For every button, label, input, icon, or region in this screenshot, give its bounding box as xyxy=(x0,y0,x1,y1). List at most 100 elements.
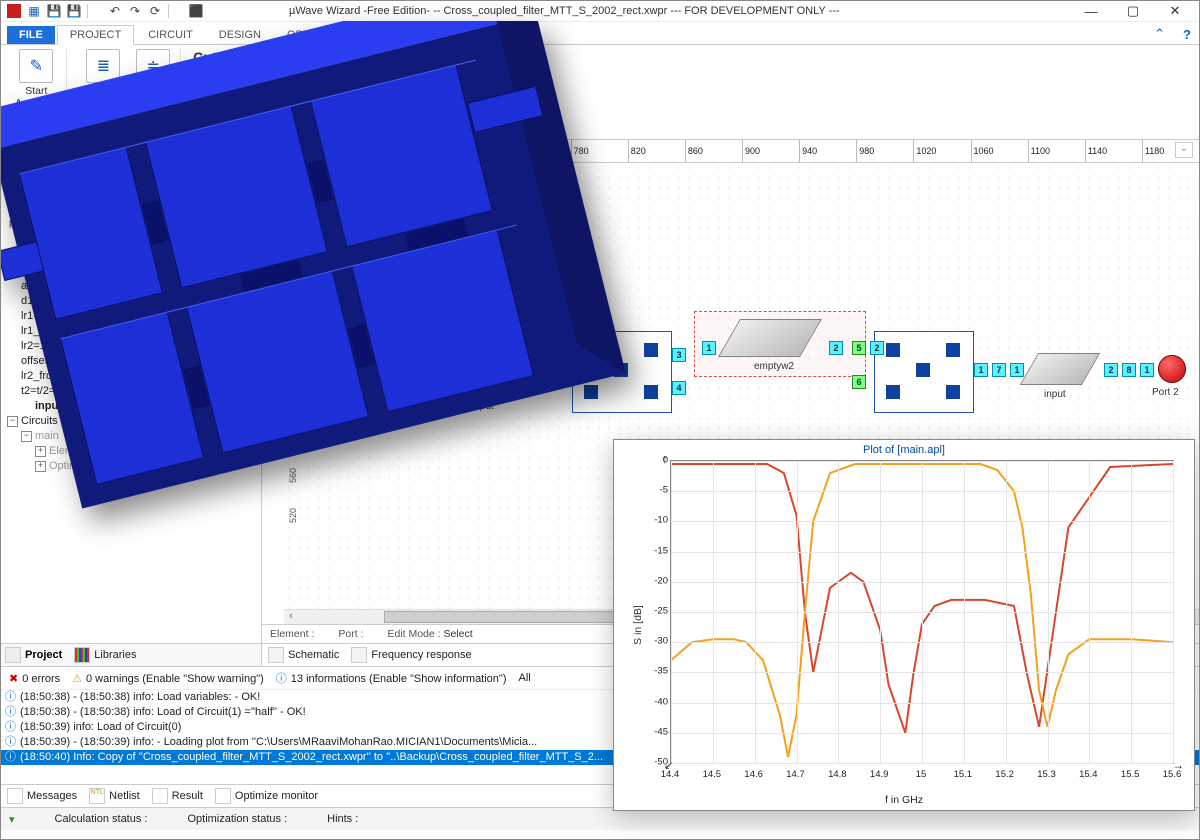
disk-icon xyxy=(304,49,324,69)
portg-5[interactable]: 5 xyxy=(852,341,866,355)
portc-4[interactable]: 4 xyxy=(672,381,686,395)
optimize-monitor-tab[interactable]: Optimize monitor xyxy=(215,788,318,804)
frequency-icon: ≣ xyxy=(86,49,120,83)
libraries-tab[interactable]: Libraries xyxy=(74,647,136,663)
log-warnings[interactable]: 0 warnings (Enable "Show warning") xyxy=(72,672,264,685)
help-icon[interactable]: ? xyxy=(1175,25,1199,44)
portir-2[interactable]: 2 xyxy=(1104,363,1118,377)
window-minimize-button[interactable]: — xyxy=(1073,4,1109,19)
ruler-chevron[interactable]: ⌄ xyxy=(1175,142,1193,158)
mat-button[interactable]: Mat xyxy=(273,49,300,69)
tree-optparam[interactable]: +Optimize parameter xyxy=(35,459,261,474)
frequency-response-tab[interactable]: Frequency response xyxy=(351,647,471,663)
tree-elements[interactable]: +Elements xyxy=(35,444,261,459)
port-1l[interactable]: 1 xyxy=(436,375,450,389)
tree-variable[interactable]: lr1=11.174 [Real] xyxy=(21,309,261,324)
netlist-tab[interactable]: NTLNetlist xyxy=(89,788,140,804)
tree-root[interactable]: −Items xyxy=(7,144,261,159)
run-button[interactable] xyxy=(9,179,31,201)
result-tab[interactable]: Result xyxy=(152,788,203,804)
frequency-settings-button[interactable]: ≣ Frequency Settings xyxy=(79,49,129,109)
tree-variable[interactable]: d14=4.192 [Rea xyxy=(21,294,261,309)
log-info[interactable]: 13 informations (Enable "Show informatio… xyxy=(276,670,507,686)
portp2-1[interactable]: 1 xyxy=(1140,363,1154,377)
tree-variable[interactable]: ai23=6.781 [Real] xyxy=(21,279,261,294)
tree-variable[interactable]: ai01=7.0 xyxy=(21,219,261,234)
portc-8[interactable]: 8 xyxy=(1122,363,1136,377)
qat-sep xyxy=(87,4,102,18)
port-2l[interactable]: 2 xyxy=(529,363,543,377)
sym-button[interactable]: Sym xyxy=(223,49,253,65)
start-assistant-button[interactable]: ✎ Start Assistant xyxy=(15,49,58,109)
ribbon-minimize-icon[interactable]: ⌃ xyxy=(1146,24,1173,44)
window-close-button[interactable]: ✕ xyxy=(1157,3,1193,19)
label-input-r: input xyxy=(1044,389,1066,400)
label-emptyw2: emptyw2 xyxy=(754,361,794,372)
messages-tab[interactable]: Messages xyxy=(7,788,77,804)
project-tree[interactable]: −Items ● F −Variables a=15b=7.83ai01=7.0… xyxy=(1,140,261,643)
tree-variable[interactable]: ai12=4.192 xyxy=(21,249,261,264)
project-tab-icon xyxy=(5,647,21,663)
comp-input-right[interactable] xyxy=(1020,353,1100,385)
grid2-icon[interactable] xyxy=(297,73,317,93)
tree-variable[interactable]: lr1_half=(lr1-d14)/2= xyxy=(21,324,261,339)
tree-f[interactable]: ● F xyxy=(7,159,261,174)
plot-panel[interactable]: Plot of [main.apl] S in [dB] f in GHz ↑ … xyxy=(613,439,1195,811)
porte-2[interactable]: 2 xyxy=(829,341,843,355)
tree-variable[interactable]: t=1 [Real] xyxy=(21,234,261,249)
comp-input-left[interactable] xyxy=(445,365,525,397)
freq-tab-icon xyxy=(351,647,367,663)
qat-saveall-icon[interactable]: 💾 xyxy=(67,4,81,18)
project-tab[interactable]: Project xyxy=(5,647,62,663)
tree-variable[interactable]: lr2_front=lr2-offset-bi23=6.8 [Equa] xyxy=(21,369,261,384)
qat-undo-icon[interactable]: ↶ xyxy=(108,4,122,18)
tree-variable[interactable]: bi23=3 [Real] xyxy=(21,264,261,279)
portr-2[interactable]: 2 xyxy=(870,341,884,355)
ribbon-tab-project[interactable]: PROJECT xyxy=(57,25,134,45)
porte-1[interactable]: 1 xyxy=(702,341,716,355)
portc-7[interactable]: 7 xyxy=(992,363,1006,377)
tree-variable[interactable]: t2=t/2=0.5 [Equa] xyxy=(21,384,261,399)
grid-icon[interactable] xyxy=(273,73,293,93)
sb-hints: Hints : xyxy=(327,813,358,825)
portr-1[interactable]: 1 xyxy=(974,363,988,377)
netlist-tab-icon: NTL xyxy=(89,788,105,804)
log-errors[interactable]: 0 errors xyxy=(9,672,60,685)
tree-variables[interactable]: −Variables a=15b=7.83ai01=7.0t=1 [Real]a… xyxy=(7,174,261,399)
schematic-tab[interactable]: Schematic xyxy=(268,647,339,663)
variable-settings-button[interactable]: ≑ Variable Settings xyxy=(134,49,172,109)
sb-opt: Optimization status : xyxy=(187,813,287,825)
ribbon-tab-design[interactable]: DESIGN xyxy=(207,26,273,44)
portc-1[interactable]: 1 xyxy=(554,363,568,377)
schematic-tab-icon xyxy=(268,647,284,663)
ribbon-tab-circuit[interactable]: CIRCUIT xyxy=(136,26,205,44)
qat-refresh-icon[interactable]: ⟳ xyxy=(148,4,162,18)
tree-input-bold[interactable]: input=5 [Real] xyxy=(7,399,261,414)
portg-6[interactable]: 6 xyxy=(852,375,866,389)
qat-save-icon[interactable]: 💾 xyxy=(47,4,61,18)
tree-variable[interactable]: offset=2.45 [Real] xyxy=(21,354,261,369)
log-all[interactable]: All xyxy=(519,672,531,684)
qat-new-icon[interactable]: ▦ xyxy=(27,4,41,18)
tree-variable[interactable]: a=15 xyxy=(21,189,261,204)
window-maximize-button[interactable]: ▢ xyxy=(1115,3,1151,19)
port-2-terminal[interactable] xyxy=(1158,355,1186,383)
qat-redo-icon[interactable]: ↷ xyxy=(128,4,142,18)
saveproj-button[interactable] xyxy=(304,49,324,69)
sb-play[interactable]: ▾ xyxy=(9,813,15,826)
cut-button[interactable]: Cut xyxy=(193,49,216,65)
tree-variable[interactable]: b=7.83 xyxy=(21,204,261,219)
portir-1[interactable]: 1 xyxy=(1010,363,1024,377)
tree-main[interactable]: −main +Elements +Optimize parameter xyxy=(21,429,261,474)
ribbon-tab-optimize[interactable]: OPTIMIZE xyxy=(275,26,351,44)
ruler-horizontal: ⌄ 58062066070074078082086090094098010201… xyxy=(285,140,1199,162)
tree-circuits[interactable]: −Circuits [2] −main +Elements +Optimize … xyxy=(7,414,261,474)
tree-variable[interactable]: lr2=12.329 [Real] xyxy=(21,339,261,354)
plot-ylabel: S in [dB] xyxy=(632,605,644,645)
qat-cube-icon[interactable]: ⬛ xyxy=(189,4,203,18)
portc-3[interactable]: 3 xyxy=(672,348,686,362)
ribbon-tab-file[interactable]: FILE xyxy=(7,26,55,44)
ribbon-tab-tools[interactable]: TOOLS xyxy=(353,26,414,44)
ribbon-tab-plot[interactable]: PLOT xyxy=(416,26,469,44)
label-port2: Port 2 xyxy=(1152,387,1179,398)
